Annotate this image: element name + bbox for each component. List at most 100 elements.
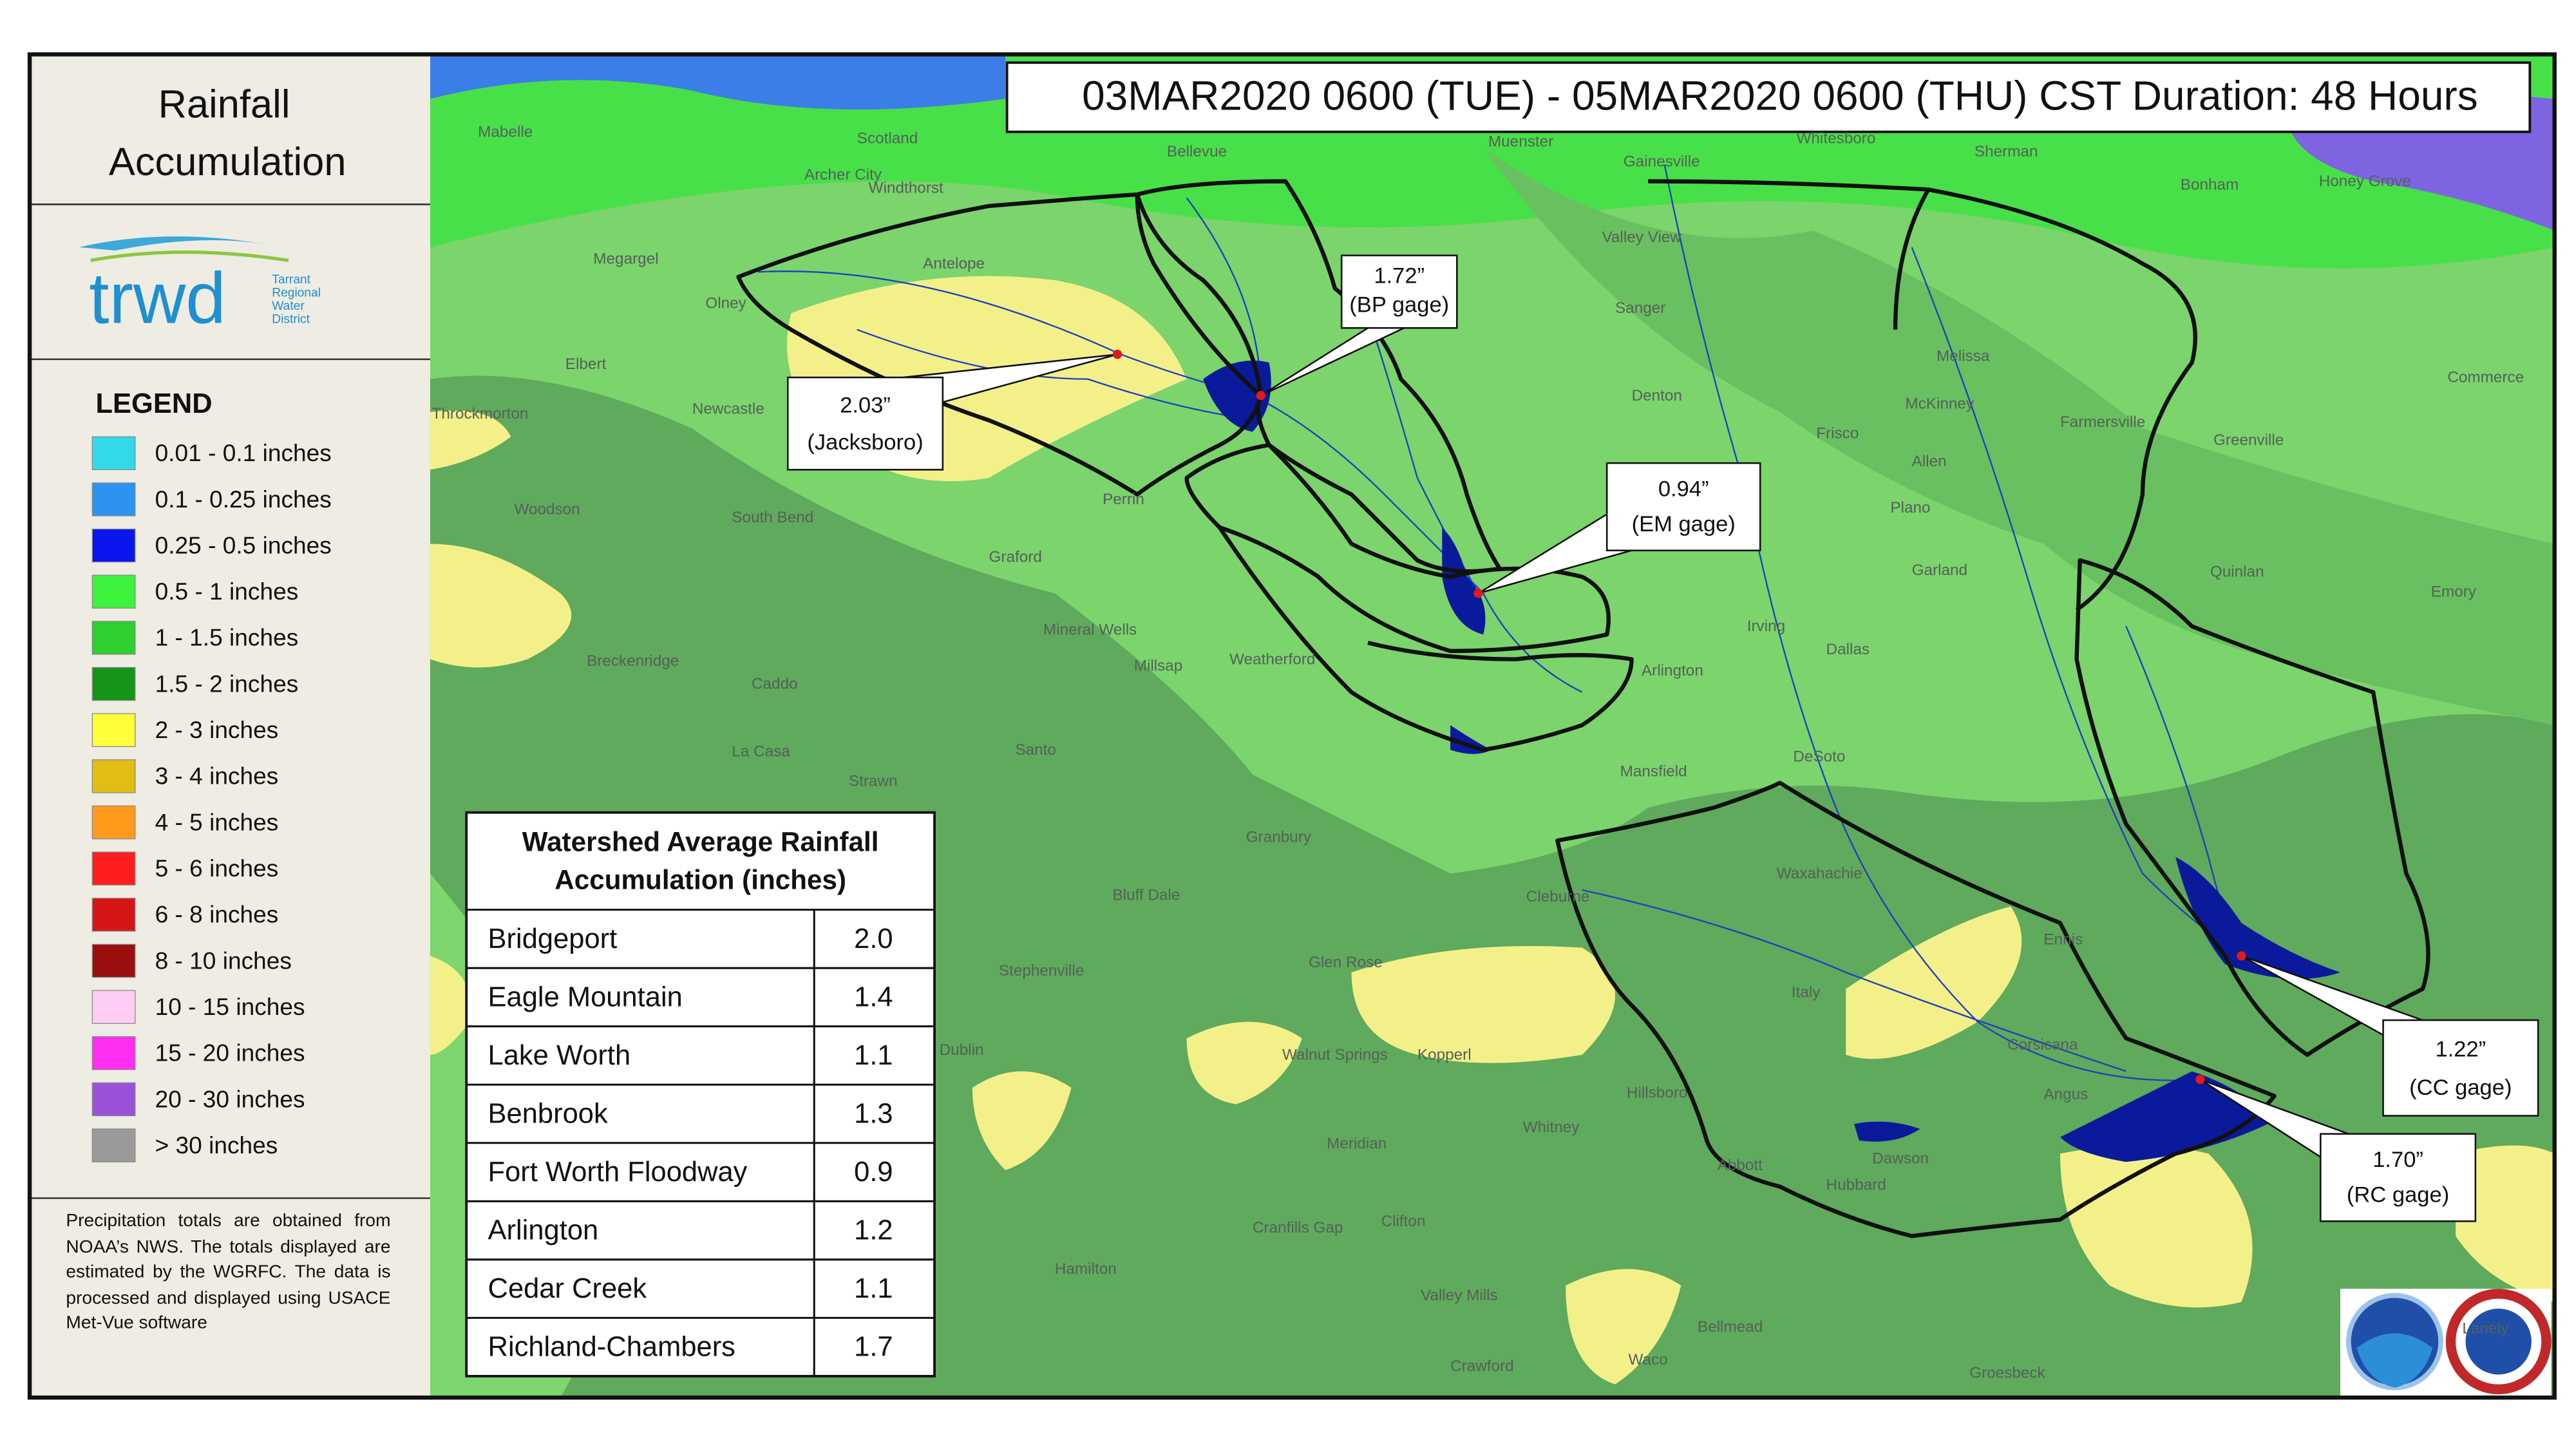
gage-value: 1.70” (2372, 1148, 2423, 1172)
place-label: Bluff Dale (1112, 886, 1180, 904)
place-label: Elbert (565, 355, 607, 373)
place-label: Waxahachie (1777, 865, 1862, 882)
gage-name: (Jacksboro) (807, 430, 923, 455)
note: Precipitation totals are obtained from N… (66, 1211, 391, 1334)
legend-swatch (91, 805, 136, 840)
place-label: Cranfills Gap (1253, 1219, 1343, 1236)
watershed-name: Fort Worth Floodway (488, 1157, 748, 1188)
place-label: DeSoto (1793, 748, 1845, 765)
logo-full-name: Water (272, 299, 305, 313)
place-label: Walnut Springs (1282, 1046, 1388, 1064)
watershed-name: Richland-Chambers (488, 1332, 735, 1363)
place-label: Commerce (2447, 369, 2524, 386)
rain-area (430, 410, 511, 470)
place-label: Hillsboro (1627, 1084, 1688, 1101)
place-label: Windthorst (869, 179, 943, 196)
logo-text: trwd (89, 258, 226, 339)
legend-label: 5 - 6 inches (155, 855, 279, 882)
legend-swatch (91, 528, 136, 563)
rain-area (1566, 1269, 1681, 1385)
legend-label: 6 - 8 inches (155, 901, 279, 928)
place-label: Dublin (940, 1041, 984, 1059)
place-label: Lanely (2462, 1320, 2508, 1337)
place-label: Megargel (593, 250, 658, 267)
agency-logos (2340, 1289, 2552, 1398)
logo-full-name: District (272, 313, 310, 327)
table-title: Accumulation (inches) (554, 864, 846, 895)
place-label: Graford (989, 549, 1042, 566)
legend-swatch (91, 943, 136, 978)
rain-area (430, 375, 2555, 1398)
gage-point (1112, 350, 1122, 359)
watershed-value: 1.3 (854, 1099, 893, 1130)
gage-point (1473, 589, 1483, 598)
place-label: Weatherford (1229, 650, 1315, 668)
callout-box (1340, 254, 1458, 329)
place-label: Sherman (1975, 143, 2038, 160)
place-label: Bonham (2181, 176, 2239, 193)
rain-area (430, 544, 572, 668)
legend-label: 0.01 - 0.1 inches (155, 439, 332, 466)
place-label: Clifton (1381, 1213, 1426, 1230)
place-label: Kopperl (1417, 1046, 1472, 1064)
frame (27, 52, 2557, 1400)
legend-swatch (91, 851, 136, 886)
place-label: Quinlan (2210, 564, 2264, 581)
place-label: Meridian (1327, 1135, 1387, 1153)
legend-label: 2 - 3 inches (155, 716, 279, 743)
rain-area (1186, 1021, 1302, 1104)
side-panel: Rainfall Accumulation trwd Tarrant Regio… (30, 54, 430, 1398)
place-label: Granbury (1246, 829, 1312, 846)
place-label: Groesbeck (1969, 1364, 2045, 1381)
legend-swatch (91, 713, 136, 747)
callout-box (2320, 1133, 2477, 1222)
gage-callouts: 2.03” (Jacksboro) 1.72” (BP gage) 0.94” (EM g… (787, 254, 2539, 1222)
watershed-name: Bridgeport (488, 923, 618, 954)
place-label: Hubbard (1826, 1177, 1886, 1194)
place-label: Cleburne (1526, 888, 1590, 905)
place-label: Whitesboro (1796, 130, 1875, 147)
logo-swoosh (79, 236, 264, 251)
watershed-name: Lake Worth (488, 1040, 631, 1071)
place-label: Emory (2431, 583, 2477, 600)
legend-label: 0.25 - 0.5 inches (155, 531, 332, 558)
gage-value: 1.22” (2435, 1037, 2486, 1062)
place-label: Hamilton (1055, 1260, 1117, 1278)
legend-swatch (91, 436, 136, 470)
place-label: Farmersville (2060, 413, 2145, 431)
place-label: Archer City (804, 166, 882, 184)
watershed-value: 1.2 (854, 1215, 893, 1246)
legend-swatch (91, 1036, 136, 1070)
place-label: Dallas (1826, 641, 1870, 658)
gage-point (2237, 951, 2246, 961)
place-label: Dawson (1872, 1150, 1929, 1168)
place-label: Crawford (1450, 1358, 1514, 1375)
place-label: Breckenridge (587, 652, 679, 670)
gage-point (1256, 391, 1265, 401)
place-label: Scotland (857, 130, 918, 147)
legend-swatch (91, 667, 136, 701)
watershed-value: 2.0 (854, 923, 893, 954)
place-label: Bellevue (1167, 143, 1227, 160)
rain-area (1483, 148, 2555, 726)
place-label: Throckmorton (432, 405, 529, 422)
legend-swatch (91, 759, 136, 793)
place-label: Frisco (1816, 425, 1859, 442)
legend-label: 4 - 5 inches (155, 808, 279, 835)
place-label: Bellmead (1698, 1318, 1763, 1336)
legend-title: LEGEND (95, 388, 212, 419)
rain-area (1351, 945, 1615, 1063)
callout-box (2382, 1019, 2539, 1117)
legend: 0.01 - 0.1 inches 0.1 - 0.25 inches 0.25 -… (91, 436, 332, 1162)
legend-swatch (91, 1128, 136, 1162)
place-label: Caddo (752, 676, 798, 693)
gage-value: 1.72” (1374, 263, 1425, 288)
gage-name: (RC gage) (2347, 1182, 2449, 1207)
legend-label: 1.5 - 2 inches (155, 670, 299, 697)
callout-box (1605, 462, 1761, 552)
place-label: Olney (705, 295, 746, 312)
place-label: Denton (1632, 387, 1682, 404)
place-label: Mansfield (1620, 762, 1687, 780)
legend-label: 0.1 - 0.25 inches (155, 486, 332, 513)
